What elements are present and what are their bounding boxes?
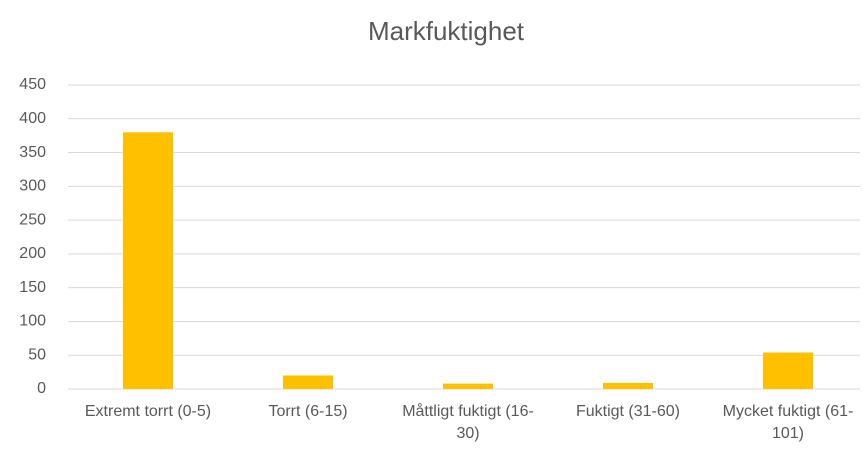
y-tick-label: 250 [19,211,46,228]
y-tick-label: 400 [19,110,46,127]
bar [603,382,653,389]
bar [443,383,493,389]
y-tick-label: 50 [28,346,46,363]
x-tick-label: Fuktigt (31-60) [575,403,681,420]
y-tick-label: 350 [19,144,46,161]
chart-title: Markfuktighet [368,16,525,46]
bar [123,132,173,390]
y-tick-label: 150 [19,279,46,296]
x-tick-label: Extremt torrt (0-5) [84,403,212,420]
bar [763,352,813,389]
bar [283,375,333,389]
x-tick-label: Torrt (6-15) [268,403,348,420]
y-tick-label: 100 [19,313,46,330]
y-tick-label: 300 [19,178,46,195]
y-tick-label: 450 [19,76,46,93]
y-tick-label: 0 [37,380,46,397]
x-tick-label: Mycket fuktigt (61-101) [722,403,854,442]
y-tick-label: 200 [19,245,46,262]
x-tick-label: Måttligt fuktigt (16-30) [402,403,534,442]
